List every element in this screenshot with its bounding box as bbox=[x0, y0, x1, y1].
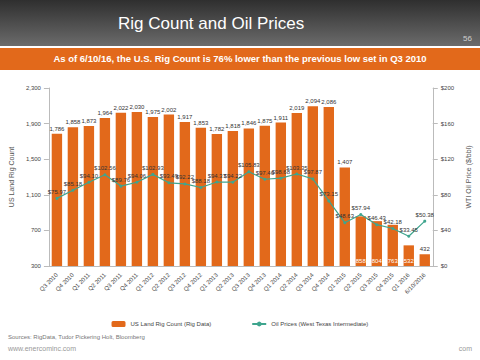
svg-text:858: 858 bbox=[356, 258, 367, 264]
svg-text:$57.94: $57.94 bbox=[352, 205, 371, 211]
svg-text:Q3 2014: Q3 2014 bbox=[294, 271, 315, 293]
svg-text:Q4 2015: Q4 2015 bbox=[374, 271, 395, 293]
svg-text:$97.46: $97.46 bbox=[255, 169, 274, 176]
svg-text:1,900: 1,900 bbox=[26, 121, 42, 127]
svg-text:Oil Prices (West Texas Interme: Oil Prices (West Texas Intermediate) bbox=[271, 321, 368, 327]
svg-text:Q4 2011: Q4 2011 bbox=[118, 271, 139, 292]
svg-text:$40: $40 bbox=[441, 227, 452, 233]
svg-text:$75.97: $75.97 bbox=[48, 189, 67, 195]
svg-text:Q4 2013: Q4 2013 bbox=[246, 271, 267, 293]
html-text:com: com bbox=[458, 345, 472, 352]
svg-text:$93.49: $93.49 bbox=[159, 173, 178, 180]
svg-text:Q2 2011: Q2 2011 bbox=[86, 271, 107, 292]
svg-text:$33.45: $33.45 bbox=[400, 227, 419, 233]
svg-text:1,500: 1,500 bbox=[26, 156, 42, 162]
svg-text:1,846: 1,846 bbox=[241, 120, 257, 126]
svg-text:$97.87: $97.87 bbox=[304, 169, 323, 175]
svg-text:$94.37: $94.37 bbox=[207, 172, 226, 179]
svg-text:WTI Oil Price ($/bbl): WTI Oil Price ($/bbl) bbox=[465, 145, 473, 208]
html-text:Sources: RigData, Tudor Picker: Sources: RigData, Tudor Pickering Holt, … bbox=[8, 334, 145, 340]
svg-text:1,975: 1,975 bbox=[145, 109, 161, 115]
svg-text:2,019: 2,019 bbox=[289, 105, 305, 111]
svg-text:2,300: 2,300 bbox=[26, 85, 42, 91]
svg-text:1,911: 1,911 bbox=[274, 115, 289, 121]
svg-text:Q2 2012: Q2 2012 bbox=[150, 271, 171, 293]
svg-text:Q1 2012: Q1 2012 bbox=[134, 271, 155, 293]
svg-text:Q3 2015: Q3 2015 bbox=[358, 271, 379, 293]
svg-text:Q3 2013: Q3 2013 bbox=[230, 271, 251, 293]
svg-text:$85.18: $85.18 bbox=[64, 181, 83, 187]
svg-text:300: 300 bbox=[31, 263, 42, 269]
svg-text:$200: $200 bbox=[441, 85, 455, 91]
svg-text:2,022: 2,022 bbox=[113, 105, 129, 111]
svg-text:1,100: 1,100 bbox=[26, 192, 42, 198]
svg-text:Q1 2011: Q1 2011 bbox=[70, 271, 91, 292]
svg-text:1,875: 1,875 bbox=[257, 118, 273, 124]
svg-text:6/10/2016: 6/10/2016 bbox=[404, 271, 428, 295]
svg-text:Q3 2012: Q3 2012 bbox=[166, 271, 187, 293]
svg-text:$94.10: $94.10 bbox=[80, 173, 99, 179]
svg-text:$88.18: $88.18 bbox=[192, 178, 211, 184]
svg-text:1,818: 1,818 bbox=[225, 123, 241, 129]
svg-text:Q4 2012: Q4 2012 bbox=[182, 271, 203, 293]
svg-text:$46.43: $46.43 bbox=[367, 215, 386, 222]
svg-text:804: 804 bbox=[372, 258, 383, 264]
svg-text:1,853: 1,853 bbox=[193, 120, 209, 126]
svg-text:US Land Rig Count: US Land Rig Count bbox=[8, 147, 16, 207]
html-text:56: 56 bbox=[463, 34, 472, 43]
svg-text:1,782: 1,782 bbox=[209, 126, 225, 132]
svg-text:$89.76: $89.76 bbox=[111, 176, 131, 183]
svg-text:Q3 2011: Q3 2011 bbox=[102, 271, 123, 292]
svg-text:Q1 2013: Q1 2013 bbox=[198, 271, 219, 293]
svg-text:$48.63: $48.63 bbox=[336, 213, 355, 219]
svg-text:$50.38: $50.38 bbox=[416, 212, 435, 218]
svg-text:$94.22: $94.22 bbox=[224, 173, 243, 179]
svg-text:2,030: 2,030 bbox=[129, 104, 145, 110]
html-text:www.enercominc.com: www.enercominc.com bbox=[8, 345, 77, 352]
svg-text:532: 532 bbox=[404, 258, 415, 264]
svg-text:1,964: 1,964 bbox=[97, 110, 113, 116]
svg-text:1,858: 1,858 bbox=[65, 119, 81, 125]
svg-text:Q4 2010: Q4 2010 bbox=[54, 271, 75, 293]
svg-text:Q3 2010: Q3 2010 bbox=[38, 271, 59, 293]
svg-text:$73.15: $73.15 bbox=[320, 191, 339, 197]
svg-text:Q1 2014: Q1 2014 bbox=[262, 271, 283, 293]
svg-text:$98.68: $98.68 bbox=[271, 168, 290, 175]
svg-text:Q1 2015: Q1 2015 bbox=[326, 271, 347, 293]
svg-text:Q4 2014: Q4 2014 bbox=[310, 271, 331, 293]
svg-text:$105.83: $105.83 bbox=[238, 162, 260, 168]
svg-text:763: 763 bbox=[388, 258, 399, 264]
svg-text:$103.35: $103.35 bbox=[286, 164, 308, 171]
svg-text:2,094: 2,094 bbox=[305, 98, 321, 104]
svg-text:2,086: 2,086 bbox=[321, 99, 337, 105]
html-text:As of 6/10/16, the U.S. Rig Co: As of 6/10/16, the U.S. Rig Count is 76%… bbox=[53, 53, 427, 64]
svg-text:Q2 2013: Q2 2013 bbox=[214, 271, 235, 293]
svg-text:$80: $80 bbox=[441, 192, 452, 198]
svg-text:700: 700 bbox=[31, 227, 42, 233]
svg-text:$102.93: $102.93 bbox=[142, 165, 164, 171]
svg-text:$102.56: $102.56 bbox=[94, 165, 116, 171]
svg-text:$94.06: $94.06 bbox=[128, 173, 147, 179]
svg-text:432: 432 bbox=[420, 246, 431, 252]
svg-text:$42.18: $42.18 bbox=[384, 219, 403, 225]
svg-text:$120: $120 bbox=[441, 156, 455, 162]
svg-text:$0: $0 bbox=[441, 263, 448, 269]
svg-text:1,407: 1,407 bbox=[337, 159, 353, 165]
svg-text:Q1 2016: Q1 2016 bbox=[390, 271, 411, 293]
svg-text:Q2 2015: Q2 2015 bbox=[342, 271, 363, 293]
html-text:Rig Count and Oil Prices: Rig Count and Oil Prices bbox=[118, 14, 305, 33]
svg-text:2,002: 2,002 bbox=[161, 107, 177, 113]
svg-text:1,786: 1,786 bbox=[49, 126, 65, 132]
svg-text:1,873: 1,873 bbox=[81, 118, 97, 124]
svg-text:Q2 2014: Q2 2014 bbox=[278, 271, 299, 293]
svg-text:$160: $160 bbox=[441, 121, 455, 127]
svg-text:1,917: 1,917 bbox=[177, 114, 193, 120]
svg-text:US Land Rig Count (Rig Data): US Land Rig Count (Rig Data) bbox=[131, 321, 212, 327]
svg-text:$92.22: $92.22 bbox=[175, 174, 194, 181]
